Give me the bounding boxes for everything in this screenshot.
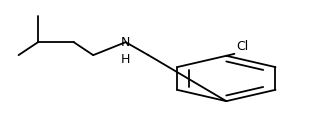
Text: H: H [121, 53, 130, 66]
Text: Cl: Cl [236, 40, 248, 53]
Text: N: N [121, 36, 130, 49]
